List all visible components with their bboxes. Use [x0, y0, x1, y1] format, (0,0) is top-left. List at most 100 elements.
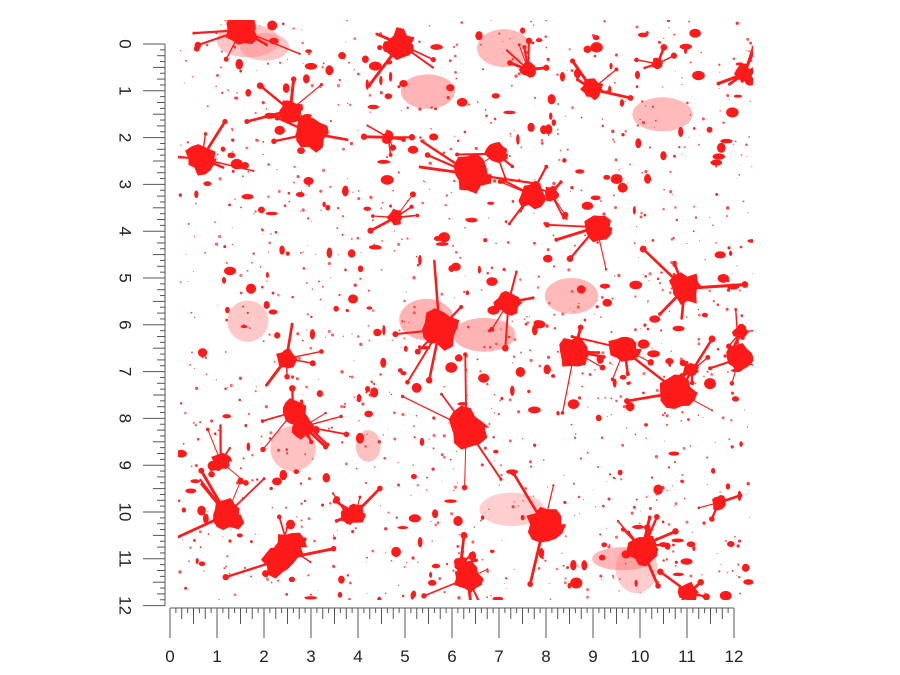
splatter-speck [387, 511, 390, 514]
splatter-speck [370, 380, 374, 384]
splatter-speck [379, 505, 382, 507]
splatter-speck [239, 291, 243, 295]
splatter-speck [465, 419, 469, 423]
splatter-speck [694, 382, 697, 385]
splatter-blob [677, 581, 700, 600]
splatter-speck [583, 318, 587, 322]
splatter-drop [464, 574, 469, 578]
splatter-speck [728, 438, 731, 441]
splatter-drop [743, 579, 753, 585]
splatter-streak [742, 49, 753, 76]
splatter-speck [607, 74, 609, 77]
splatter-drop [244, 119, 250, 125]
splatter-streak [285, 322, 294, 360]
splatter-speck [400, 110, 403, 112]
horizontal-ruler-label: 10 [631, 647, 650, 666]
splatter-drop [566, 255, 574, 262]
horizontal-ruler-label: 0 [165, 647, 174, 666]
splatter-drop [230, 158, 243, 170]
splatter-speck [726, 93, 730, 97]
splatter-speck [260, 443, 262, 445]
splatter-speck [721, 416, 725, 420]
splatter-speck [449, 147, 453, 151]
splatter-drop [704, 378, 716, 390]
splatter-speck [641, 172, 644, 174]
splatter-speck [406, 106, 409, 110]
splatter-speck [664, 440, 666, 442]
splatter-speck [448, 217, 451, 220]
splatter-speck [518, 178, 521, 181]
splatter-speck [705, 456, 709, 459]
splatter-drop [431, 66, 435, 69]
splatter-speck [452, 468, 455, 470]
splatter-speck [418, 107, 422, 111]
splatter-speck [241, 29, 245, 33]
splatter-speck [752, 272, 753, 274]
splatter-drop [207, 460, 218, 471]
splatter-speck [486, 570, 489, 573]
splatter-speck [306, 434, 309, 438]
splatter-speck [578, 303, 580, 305]
splatter-speck [411, 556, 415, 560]
splatter-speck [600, 436, 604, 439]
splatter-drop [520, 514, 525, 521]
splatter-speck [643, 213, 647, 217]
splatter-speck [354, 527, 357, 530]
splatter-speck [350, 237, 353, 240]
splatter-speck [612, 138, 615, 141]
splatter-speck [607, 545, 611, 549]
splatter-speck [662, 208, 665, 211]
splatter-speck [699, 594, 702, 597]
splatter-speck [406, 237, 409, 240]
splatter-drop [604, 268, 608, 271]
splatter-speck [681, 83, 683, 86]
splatter-speck [262, 140, 265, 143]
splatter-streak [709, 357, 741, 370]
splatter-speck [214, 242, 219, 246]
vertical-ruler-label: 3 [116, 180, 135, 189]
splatter-speck [660, 271, 663, 274]
splatter-speck [670, 237, 674, 241]
splatter-drop [305, 49, 312, 54]
splatter-speck [294, 416, 298, 420]
splatter-speck [305, 385, 308, 389]
splatter-speck [255, 385, 257, 388]
splatter-streak [507, 296, 535, 304]
splatter-speck [337, 253, 339, 255]
splatter-speck [421, 201, 425, 205]
splatter-speck [450, 191, 453, 194]
splatter-speck [264, 405, 268, 409]
splatter-streak [611, 348, 626, 380]
splatter-speck [494, 459, 495, 461]
splatter-speck [599, 574, 603, 578]
splatter-speck [251, 453, 254, 457]
splatter-speck [194, 316, 196, 318]
splatter-drop [309, 360, 316, 367]
splatter-speck [332, 534, 335, 536]
splatter-wash [400, 74, 455, 109]
splatter-drop [635, 138, 642, 149]
vertical-ruler-label: 5 [116, 273, 135, 282]
splatter-speck [512, 307, 514, 309]
splatter-streak [288, 77, 296, 112]
splatter-drop [510, 164, 515, 169]
splatter-speck [416, 263, 420, 267]
splatter-speck [654, 127, 656, 128]
splatter-speck [693, 205, 696, 208]
splatter-drop [747, 239, 753, 243]
splatter-speck [702, 416, 704, 419]
splatter-speck [500, 474, 503, 477]
splatter-speck [353, 396, 356, 398]
splatter-speck [506, 241, 510, 244]
splatter-speck [224, 20, 227, 22]
splatter-speck [288, 353, 290, 355]
splatter-drop [222, 414, 232, 419]
splatter-speck [744, 409, 746, 411]
splatter-speck [540, 142, 544, 145]
splatter-speck [373, 243, 376, 246]
splatter-speck [391, 339, 394, 342]
splatter-speck [723, 354, 727, 358]
splatter-speck [193, 538, 196, 542]
splatter-speck [479, 370, 482, 373]
splatter-drop [598, 554, 606, 561]
